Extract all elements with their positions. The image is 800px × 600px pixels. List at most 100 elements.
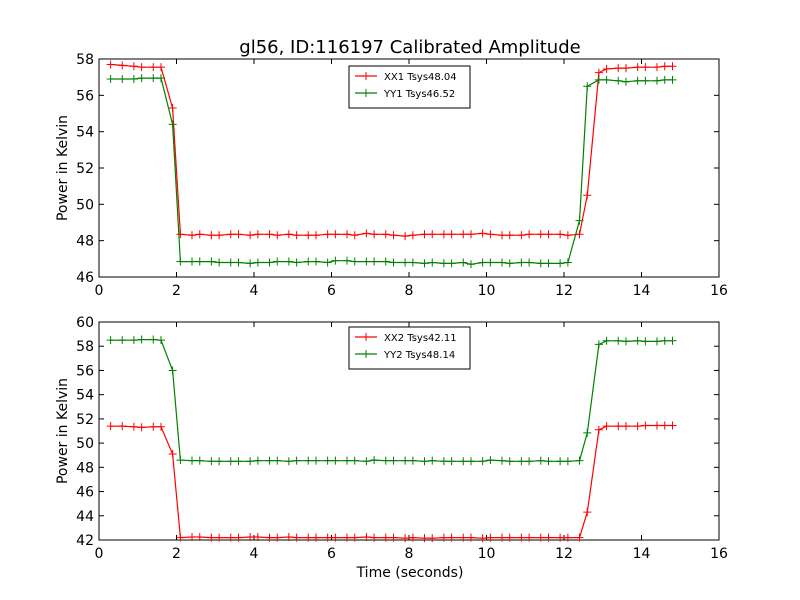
data-point-marker	[420, 230, 429, 239]
data-point-marker	[381, 456, 390, 465]
y-tick-label: 48	[76, 234, 94, 250]
data-point-marker	[420, 534, 429, 543]
data-point-marker	[668, 75, 677, 84]
data-point-marker	[284, 532, 293, 541]
y-tick-label: 46	[76, 485, 94, 501]
data-point-marker	[428, 230, 437, 239]
data-point-marker	[265, 258, 274, 267]
data-point-marker	[544, 533, 553, 542]
data-point-marker	[265, 456, 274, 465]
data-point-marker	[459, 533, 468, 542]
data-point-marker	[602, 336, 611, 345]
data-point-marker	[168, 120, 177, 129]
data-point-marker	[536, 230, 545, 239]
data-point-marker	[362, 532, 371, 541]
data-point-marker	[207, 457, 216, 466]
data-point-marker	[408, 258, 417, 267]
data-point-marker	[215, 258, 224, 267]
data-point-marker	[312, 533, 320, 542]
x-tick-label: 2	[172, 283, 181, 299]
data-point-marker	[478, 534, 487, 543]
data-point-marker	[343, 456, 351, 465]
data-point-marker	[641, 76, 650, 85]
data-point-marker	[129, 74, 138, 83]
data-point-marker	[215, 533, 224, 542]
data-point-marker	[633, 76, 642, 85]
data-point-marker	[536, 533, 545, 542]
data-point-marker	[583, 428, 592, 437]
data-point-marker	[331, 230, 340, 239]
data-point-marker	[583, 508, 592, 517]
data-point-marker	[215, 231, 224, 240]
x-tick-label: 6	[327, 546, 336, 562]
data-point-marker	[498, 258, 506, 267]
data-point-marker	[408, 533, 417, 542]
data-point-marker	[544, 259, 553, 268]
x-tick-label: 8	[405, 546, 414, 562]
legend-label: XX1 Tsys48.04	[384, 72, 457, 83]
data-point-marker	[439, 259, 448, 268]
y-tick-label: 58	[76, 339, 94, 355]
data-point-marker	[370, 230, 379, 239]
legend-label: YY2 Tsys48.14	[383, 350, 455, 361]
data-point-marker	[614, 336, 623, 345]
data-point-marker	[370, 257, 379, 266]
data-point-marker	[459, 230, 468, 239]
data-point-marker	[563, 258, 572, 267]
data-point-marker	[467, 230, 475, 239]
data-point-marker	[505, 533, 514, 542]
data-point-marker	[447, 230, 456, 239]
data-point-marker	[505, 259, 514, 268]
x-tick-label: 14	[633, 546, 651, 562]
data-point-marker	[439, 457, 448, 466]
data-point-marker	[157, 63, 165, 72]
data-point-marker	[633, 422, 642, 431]
data-point-marker	[195, 532, 204, 541]
data-point-marker	[556, 230, 565, 239]
data-point-marker	[622, 422, 630, 431]
data-point-marker	[265, 230, 274, 239]
data-point-marker	[350, 456, 359, 465]
data-point-marker	[350, 257, 359, 266]
data-point-marker	[234, 533, 243, 542]
data-point-marker	[544, 230, 553, 239]
data-point-marker	[602, 75, 611, 84]
data-point-marker	[594, 75, 603, 84]
y-tick-label: 56	[76, 363, 94, 379]
data-point-marker	[343, 533, 351, 542]
x-tick-label: 10	[478, 283, 496, 299]
data-point-marker	[188, 456, 196, 465]
data-point-marker	[246, 457, 255, 466]
data-point-marker	[304, 231, 313, 240]
legend-box	[348, 326, 471, 370]
data-point-marker	[486, 533, 495, 542]
data-point-marker	[284, 230, 293, 239]
data-point-marker	[556, 457, 565, 466]
data-point-marker	[149, 74, 158, 83]
data-point-marker	[168, 104, 177, 113]
data-point-marker	[614, 64, 623, 73]
y-tick-label: 50	[76, 197, 94, 213]
data-point-marker	[246, 532, 255, 541]
data-point-marker	[106, 422, 115, 431]
data-point-marker	[641, 421, 650, 430]
data-point-marker	[381, 257, 390, 266]
data-point-marker	[563, 231, 572, 240]
data-point-marker	[362, 257, 371, 266]
data-point-marker	[106, 60, 115, 69]
data-point-marker	[381, 230, 390, 239]
data-point-marker	[129, 422, 138, 431]
data-point-marker	[428, 258, 437, 267]
data-point-marker	[331, 456, 340, 465]
data-point-marker	[157, 422, 165, 431]
chart-top-title: gl56, ID:116197 Calibrated Amplitude	[239, 37, 580, 58]
data-point-marker	[215, 457, 224, 466]
data-point-marker	[563, 457, 572, 466]
data-point-marker	[498, 533, 506, 542]
y-tick-label: 48	[76, 460, 94, 476]
data-point-marker	[447, 259, 456, 268]
y-tick-label: 60	[76, 315, 94, 331]
data-point-marker	[226, 258, 235, 267]
data-point-marker	[536, 456, 545, 465]
